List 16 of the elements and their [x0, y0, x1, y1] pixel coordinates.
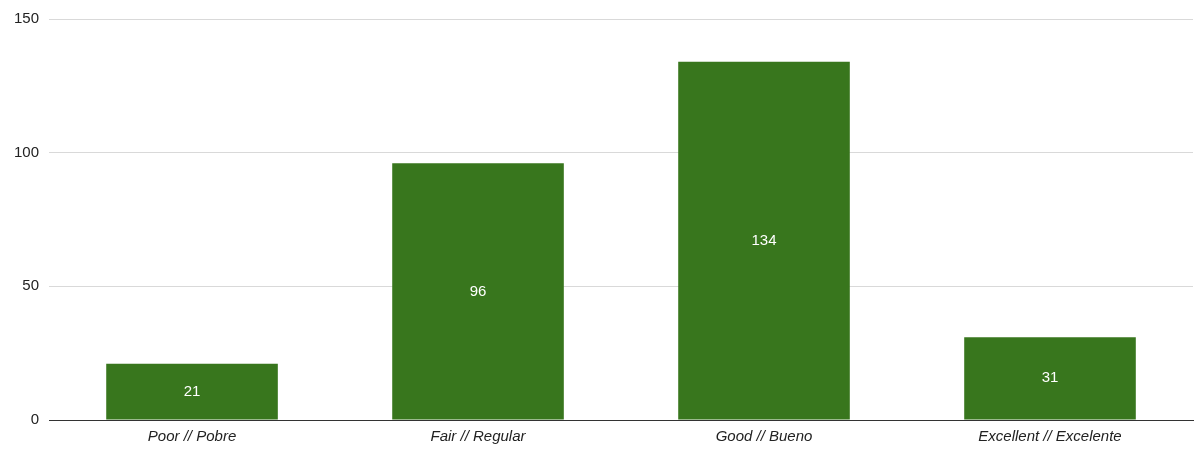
- y-tick-label: 0: [30, 410, 40, 428]
- x-tick-label: Fair // Regular: [430, 427, 527, 445]
- bar: [964, 337, 1136, 420]
- bar: [392, 163, 564, 420]
- x-tick-label: Excellent // Excelente: [978, 427, 1122, 445]
- data-label: 96: [469, 281, 487, 299]
- y-tick-label: 50: [22, 276, 40, 294]
- x-tick-label: Good // Bueno: [715, 427, 813, 445]
- data-label: 31: [1041, 368, 1059, 386]
- data-label: 21: [183, 381, 201, 399]
- x-tick-label: Poor // Pobre: [147, 427, 237, 445]
- y-tick-label: 100: [14, 142, 40, 160]
- bar: [678, 61, 850, 420]
- data-label: 134: [751, 230, 777, 248]
- y-tick-label: 150: [14, 9, 40, 27]
- bar: [106, 363, 278, 420]
